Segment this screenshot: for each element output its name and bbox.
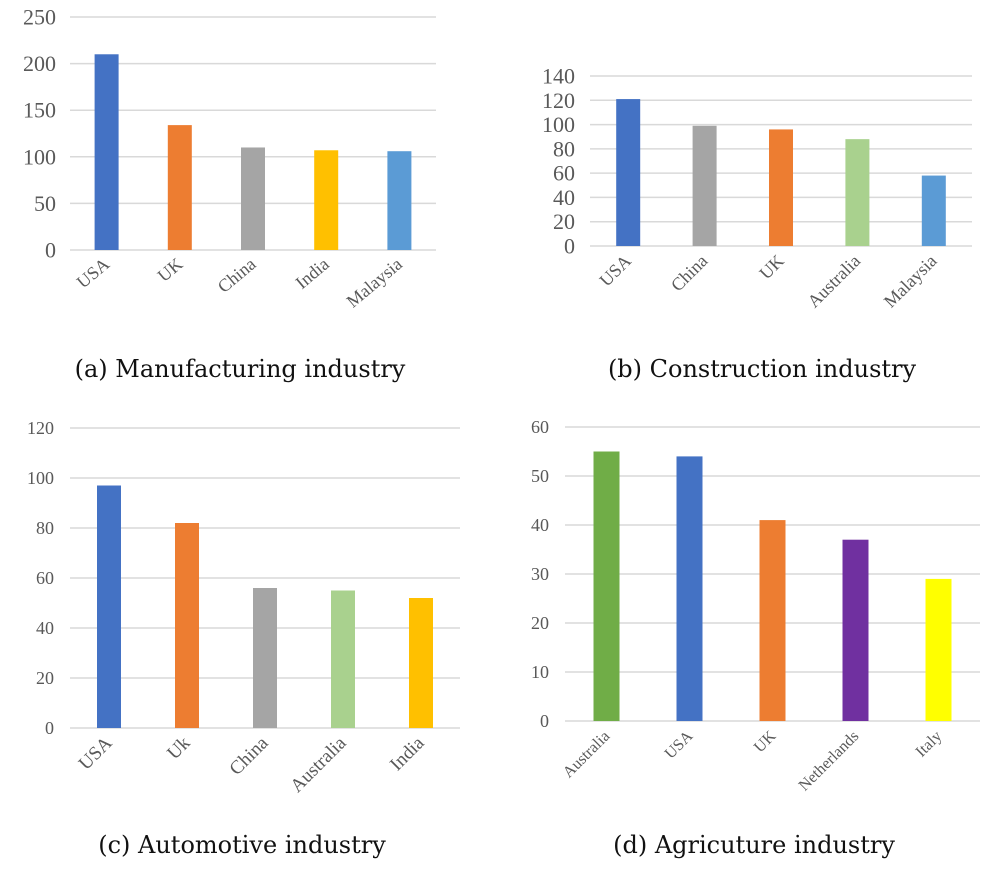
bar-netherlands (842, 539, 869, 721)
x-category-label: India (292, 254, 333, 293)
chart-caption: (b) Construction industry (608, 355, 917, 383)
bar-australia (593, 451, 620, 721)
bar-italy (925, 578, 952, 721)
y-tick-label: 120 (27, 418, 54, 438)
x-category-label: Netherlands (796, 728, 863, 795)
y-tick-label: 120 (542, 88, 575, 113)
y-tick-label: 0 (45, 718, 54, 738)
x-category-label: UK (751, 727, 780, 756)
x-category-label: UK (154, 254, 187, 286)
x-category-label: China (214, 254, 260, 297)
x-category-label: Italy (913, 728, 946, 761)
y-tick-label: 20 (531, 613, 549, 633)
bar-uk (769, 129, 793, 246)
bar-china (692, 125, 717, 246)
y-tick-label: 20 (36, 668, 54, 688)
y-tick-label: 0 (540, 711, 549, 731)
y-tick-label: 40 (36, 618, 54, 638)
y-tick-label: 40 (553, 185, 575, 210)
y-tick-label: 50 (531, 466, 549, 486)
y-tick-label: 60 (36, 568, 54, 588)
x-category-label: China (226, 732, 273, 779)
y-tick-label: 50 (34, 191, 56, 216)
y-tick-label: 100 (27, 468, 54, 488)
y-tick-label: 60 (531, 417, 549, 437)
bar-australia (845, 139, 870, 246)
chart-a: 0 50 100 150 200 250 USA UK China India Malaysia (a… (23, 4, 436, 383)
chart-caption: (c) Automotive industry (98, 831, 386, 859)
y-tick-label: 100 (542, 112, 575, 137)
chart-d: 0 10 20 30 40 50 60 Australia USA UK Netherlands It… (531, 417, 980, 859)
chart-c: 0 20 40 60 80 100 120 USA Uk China Australia India (… (27, 418, 460, 859)
chart-caption: (a) Manufacturing industry (75, 355, 406, 383)
y-tick-label: 0 (45, 237, 56, 262)
y-tick-label: 10 (531, 662, 549, 682)
bar-uk (759, 520, 786, 721)
y-tick-label: 150 (23, 98, 56, 123)
y-tick-label: 40 (531, 515, 549, 535)
bar-malaysia (387, 151, 412, 250)
x-category-label: Australia (560, 728, 613, 781)
y-tick-label: 60 (553, 161, 575, 186)
bar-uk (167, 125, 192, 250)
x-category-label: China (667, 251, 712, 296)
bar-uk (175, 523, 199, 728)
y-tick-label: 250 (23, 4, 56, 29)
x-category-label: USA (73, 254, 113, 292)
bar-usa (616, 99, 641, 246)
y-tick-label: 80 (553, 136, 575, 161)
x-category-label: Malaysia (880, 251, 941, 312)
x-category-label: USA (595, 251, 635, 291)
bar-usa (94, 54, 119, 250)
bar-india (409, 598, 433, 728)
x-category-label: USA (662, 727, 697, 762)
bar-china (253, 588, 277, 728)
bar-usa (97, 485, 121, 728)
bar-china (241, 147, 265, 250)
x-category-label: India (386, 732, 429, 775)
y-tick-label: 200 (23, 51, 56, 76)
bar-malaysia (921, 175, 946, 246)
x-category-label: USA (75, 732, 117, 774)
y-tick-label: 20 (553, 209, 575, 234)
x-category-label: Malaysia (343, 254, 406, 312)
y-tick-label: 100 (23, 144, 56, 169)
x-category-label: Australia (803, 251, 864, 312)
y-tick-label: 80 (36, 518, 54, 538)
bar-australia (331, 590, 355, 728)
y-tick-label: 140 (542, 63, 575, 88)
x-category-label: Uk (163, 732, 195, 764)
bar-india (314, 150, 339, 250)
bar-usa (676, 456, 703, 721)
x-category-label: UK (755, 251, 788, 284)
y-tick-label: 30 (531, 564, 549, 584)
x-category-label: Australia (286, 732, 350, 796)
chart-caption: (d) Agricuture industry (613, 831, 895, 859)
y-tick-label: 0 (564, 233, 575, 258)
